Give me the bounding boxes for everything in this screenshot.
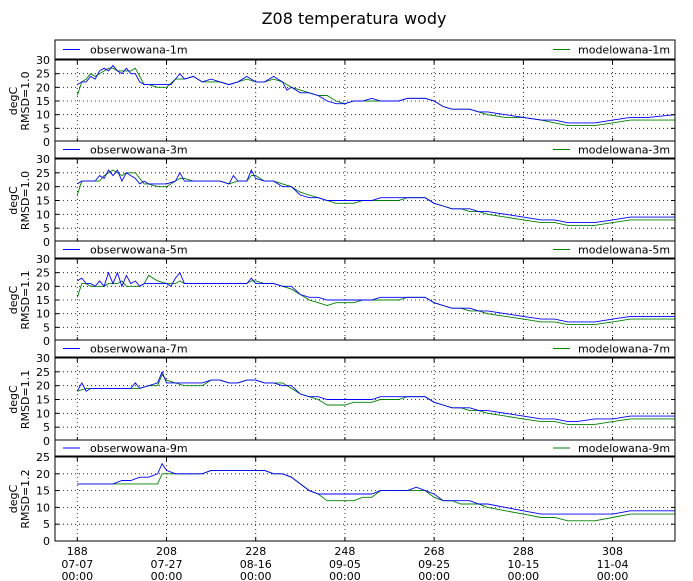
y-tick-label: 10 — [36, 308, 50, 321]
y-tick-label: 10 — [36, 208, 50, 221]
x-tick-label-doy: 308 — [602, 545, 623, 558]
series-obserwowana-line — [77, 64, 676, 124]
y-tick-label: 5 — [43, 222, 50, 235]
y-tick-label: 25 — [36, 167, 50, 180]
y-tick-label: 25 — [36, 366, 50, 379]
x-tick-label-time: 00:00 — [507, 570, 539, 581]
legend-label-obserwowana: obserwowana-1m — [90, 44, 188, 57]
y-tick-label: 30 — [36, 253, 50, 266]
y-tick-label: 20 — [36, 468, 50, 481]
y-tick-label: 15 — [36, 195, 50, 208]
legend-box — [54, 439, 676, 457]
legend-label-obserwowana: obserwowana-9m — [90, 442, 188, 455]
x-tick-label-time: 00:00 — [329, 570, 361, 581]
y-tick-label: 5 — [43, 122, 50, 135]
x-tick-label-date: 08-16 — [240, 558, 272, 571]
y-tick-label: 10 — [36, 109, 50, 122]
y-tick-label: 0 — [43, 535, 50, 548]
legend-box — [54, 339, 676, 358]
y-axis-label: degC — [7, 484, 20, 513]
legend-label-modelowana: modelowana-9m — [578, 442, 670, 455]
x-tick-label-date: 07-07 — [61, 558, 93, 571]
x-tick-label-date: 10-15 — [507, 558, 539, 571]
y-tick-label: 15 — [36, 485, 50, 498]
series-modelowana-line — [76, 169, 675, 226]
x-tick-label-time: 00:00 — [240, 570, 272, 581]
y-tick-label: 25 — [36, 267, 50, 280]
rmsd-label: RMSD=1.0 — [19, 71, 32, 130]
x-tick-label-time: 00:00 — [61, 570, 93, 581]
x-tick-label-doy: 268 — [424, 545, 445, 558]
legend-label-modelowana: modelowana-5m — [578, 244, 670, 257]
series-obserwowana-line — [77, 169, 675, 224]
y-axis-label: degC — [7, 86, 20, 115]
legend-box — [54, 140, 676, 159]
x-tick-label-time: 00:00 — [418, 570, 450, 581]
legend-box — [54, 240, 676, 259]
x-tick-label-doy: 228 — [245, 545, 266, 558]
series-modelowana-line — [76, 67, 675, 127]
y-axis-label: degC — [7, 285, 20, 314]
rmsd-label: RMSD=1.0 — [19, 171, 32, 230]
series-modelowana-line — [76, 274, 675, 326]
rmsd-label: RMSD=1.1 — [19, 370, 32, 429]
series-obserwowana-line — [76, 370, 675, 423]
y-tick-label: 15 — [36, 394, 50, 407]
chart-title: Z08 temperatura wody — [262, 9, 447, 28]
legend-label-modelowana: modelowana-1m — [578, 44, 670, 57]
legend-label-modelowana: modelowana-7m — [578, 343, 670, 356]
y-tick-label: 0 — [43, 335, 50, 348]
y-tick-label: 15 — [36, 294, 50, 307]
y-axis-label: degC — [7, 385, 20, 414]
y-tick-label: 10 — [36, 407, 50, 420]
x-tick-label-date: 07-27 — [151, 558, 183, 571]
x-tick-label-doy: 288 — [513, 545, 534, 558]
y-tick-label: 15 — [36, 95, 50, 108]
legend-label-obserwowana: obserwowana-5m — [90, 244, 188, 257]
y-tick-label: 10 — [36, 501, 50, 514]
series-obserwowana-line — [77, 462, 675, 515]
y-tick-label: 20 — [36, 181, 50, 194]
x-tick-label-doy: 188 — [67, 545, 88, 558]
y-tick-label: 30 — [36, 54, 50, 67]
x-tick-label-doy: 208 — [156, 545, 177, 558]
legend-label-obserwowana: obserwowana-3m — [90, 144, 188, 157]
x-tick-label-date: 09-05 — [329, 558, 361, 571]
y-tick-label: 30 — [36, 153, 50, 166]
legend-label-modelowana: modelowana-3m — [578, 144, 670, 157]
y-tick-label: 5 — [43, 321, 50, 334]
y-tick-label: 25 — [36, 68, 50, 81]
rmsd-label: RMSD=1.1 — [19, 270, 32, 329]
x-tick-label-time: 00:00 — [597, 570, 629, 581]
series-obserwowana-line — [77, 271, 675, 323]
panel-5: 0 5 10 15 20 25 degC RMSD=1.2 obserwowana-9m mode… — [7, 439, 676, 548]
y-tick-label: 20 — [36, 380, 50, 393]
y-tick-label: 20 — [36, 81, 50, 94]
y-tick-label: 0 — [43, 136, 50, 149]
legend-box — [54, 39, 676, 60]
x-tick-label-doy: 248 — [334, 545, 355, 558]
legend-label-obserwowana: obserwowana-7m — [90, 343, 188, 356]
rmsd-label: RMSD=1.2 — [19, 469, 32, 528]
y-tick-label: 20 — [36, 280, 50, 293]
y-axis-label: degC — [7, 186, 20, 215]
y-tick-label: 0 — [43, 435, 50, 448]
y-tick-label: 25 — [36, 451, 50, 464]
x-tick-label-time: 00:00 — [151, 570, 183, 581]
series-modelowana-line — [77, 469, 675, 522]
x-tick-label-date: 11-04 — [597, 558, 629, 571]
series-modelowana-line — [77, 373, 675, 425]
y-tick-label: 0 — [43, 236, 50, 249]
y-tick-label: 30 — [36, 352, 50, 365]
x-tick-label-date: 09-25 — [418, 558, 450, 571]
plot-frame — [54, 456, 676, 542]
y-tick-label: 5 — [43, 518, 50, 531]
y-tick-label: 5 — [43, 421, 50, 434]
